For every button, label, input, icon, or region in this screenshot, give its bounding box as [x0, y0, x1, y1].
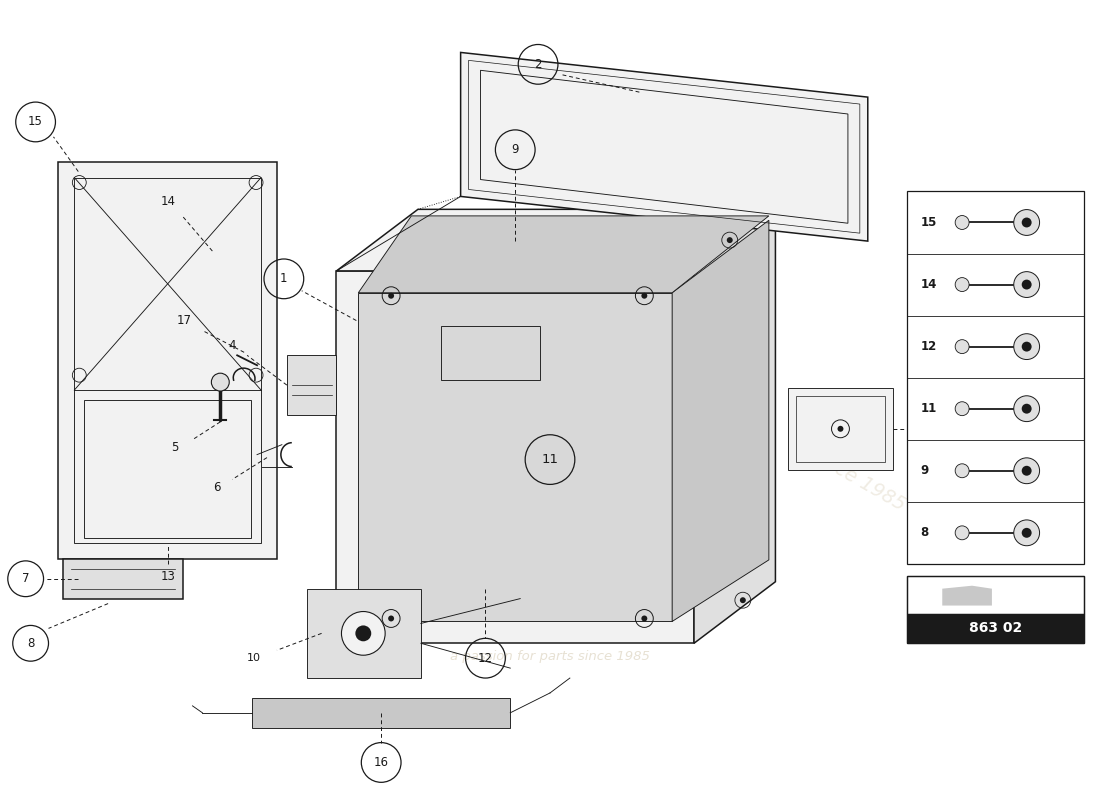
Circle shape — [1022, 528, 1032, 538]
Circle shape — [955, 340, 969, 354]
Polygon shape — [359, 293, 672, 622]
Polygon shape — [672, 220, 769, 622]
Polygon shape — [287, 355, 337, 415]
Text: 12: 12 — [478, 652, 493, 665]
Text: 17: 17 — [177, 314, 192, 327]
Polygon shape — [789, 388, 892, 470]
Circle shape — [837, 426, 844, 432]
Circle shape — [388, 615, 394, 622]
Text: since 1985: since 1985 — [807, 445, 909, 514]
Text: 1: 1 — [280, 272, 287, 286]
Text: 9: 9 — [921, 464, 928, 478]
Text: 15: 15 — [921, 216, 937, 229]
Circle shape — [1014, 334, 1040, 359]
Circle shape — [955, 464, 969, 478]
Circle shape — [1022, 279, 1032, 290]
Text: 2: 2 — [535, 58, 542, 71]
Text: a passion for parts since 1985: a passion for parts since 1985 — [450, 650, 650, 662]
Circle shape — [955, 278, 969, 291]
Circle shape — [955, 402, 969, 416]
Circle shape — [1014, 458, 1040, 484]
Polygon shape — [943, 586, 992, 606]
Polygon shape — [908, 576, 1085, 614]
Polygon shape — [359, 216, 769, 293]
Text: 3: 3 — [927, 422, 935, 435]
Text: 5: 5 — [170, 441, 178, 454]
Circle shape — [388, 293, 394, 298]
Text: 11: 11 — [541, 453, 559, 466]
Polygon shape — [461, 53, 868, 241]
Text: 14: 14 — [921, 278, 937, 291]
Circle shape — [1014, 272, 1040, 298]
Text: 6: 6 — [213, 481, 221, 494]
Text: 9: 9 — [512, 143, 519, 156]
Circle shape — [341, 611, 385, 655]
Circle shape — [1022, 218, 1032, 227]
Text: 8: 8 — [921, 526, 928, 539]
Text: euro: euro — [439, 304, 661, 387]
Circle shape — [1022, 466, 1032, 476]
Polygon shape — [337, 271, 694, 643]
Text: 7: 7 — [22, 572, 30, 586]
Text: 12: 12 — [921, 340, 937, 353]
Polygon shape — [908, 614, 1085, 643]
Polygon shape — [908, 191, 1085, 564]
Circle shape — [641, 615, 647, 622]
Polygon shape — [307, 589, 421, 678]
Circle shape — [740, 598, 746, 603]
Circle shape — [1014, 520, 1040, 546]
Text: 14: 14 — [161, 195, 175, 208]
Circle shape — [955, 526, 969, 540]
Circle shape — [955, 215, 969, 230]
Circle shape — [355, 626, 372, 642]
Polygon shape — [694, 210, 776, 643]
Text: 13: 13 — [161, 570, 175, 583]
Text: 11: 11 — [921, 402, 937, 415]
Polygon shape — [337, 210, 776, 271]
Circle shape — [1022, 404, 1032, 414]
Text: 15: 15 — [29, 115, 43, 129]
Text: parts: parts — [431, 515, 669, 593]
Text: 863 02: 863 02 — [969, 622, 1023, 635]
Circle shape — [211, 373, 229, 391]
Text: 10: 10 — [248, 653, 261, 663]
Text: 8: 8 — [26, 637, 34, 650]
Text: car: car — [452, 391, 648, 498]
Circle shape — [1022, 342, 1032, 351]
Polygon shape — [58, 162, 277, 559]
Circle shape — [727, 237, 733, 243]
Circle shape — [1014, 210, 1040, 235]
Text: 4: 4 — [229, 339, 236, 352]
Polygon shape — [64, 559, 183, 598]
Polygon shape — [252, 698, 510, 728]
Circle shape — [1014, 396, 1040, 422]
Circle shape — [641, 293, 647, 298]
Text: 16: 16 — [374, 756, 388, 769]
